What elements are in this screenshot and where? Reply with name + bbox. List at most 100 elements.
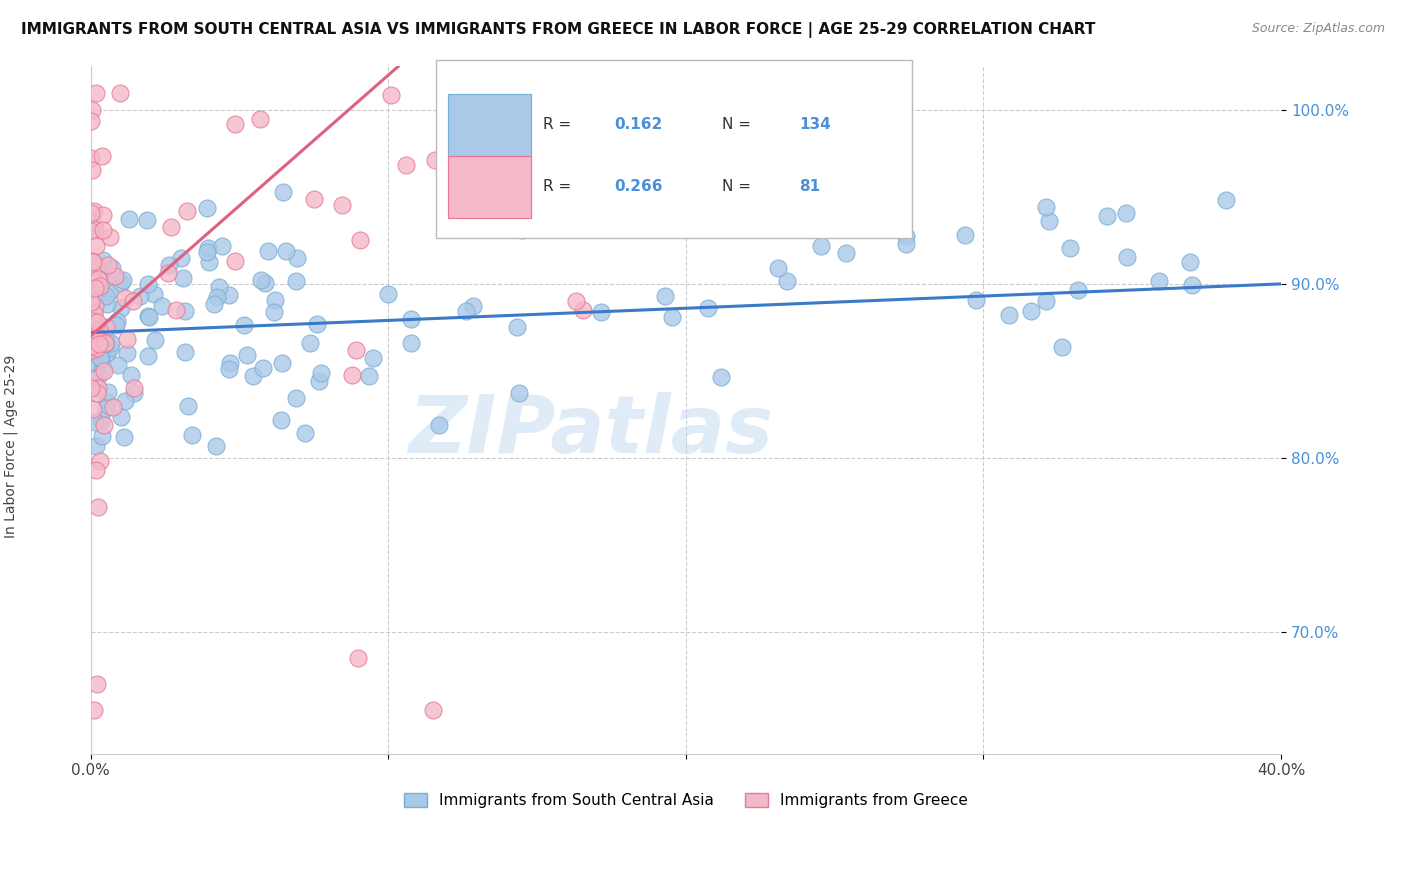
Point: [347, 651, 370, 665]
Point: [90, 363, 112, 377]
Point: [377, 286, 399, 301]
Point: [224, 118, 246, 132]
Point: [1215, 193, 1237, 207]
Point: [138, 310, 160, 325]
Point: [465, 153, 488, 167]
Point: [173, 344, 195, 359]
Point: [270, 413, 292, 427]
Point: [1019, 304, 1042, 318]
Point: [254, 276, 277, 290]
Point: [307, 317, 329, 331]
Point: [1115, 250, 1137, 264]
Point: [86, 341, 108, 355]
Point: [122, 386, 145, 401]
Point: [284, 391, 307, 405]
Point: [1149, 274, 1171, 288]
Point: [87, 381, 110, 395]
Point: [359, 369, 381, 384]
Point: [96, 297, 118, 311]
Point: [1178, 255, 1201, 269]
Point: [94, 336, 117, 351]
Point: [249, 112, 271, 126]
Point: [340, 368, 363, 383]
Point: [105, 318, 128, 333]
Point: [344, 343, 367, 357]
Point: [661, 310, 683, 324]
Point: [82, 255, 104, 269]
Point: [80, 343, 103, 357]
Point: [80, 224, 103, 238]
Point: [224, 254, 246, 268]
Point: [298, 336, 321, 351]
Point: [90, 413, 112, 427]
Point: [136, 349, 159, 363]
Text: 81: 81: [799, 179, 820, 194]
Point: [87, 272, 110, 286]
Text: Source: ZipAtlas.com: Source: ZipAtlas.com: [1251, 22, 1385, 36]
Point: [302, 192, 325, 206]
Point: [165, 303, 187, 318]
Point: [235, 348, 257, 362]
Point: [80, 294, 103, 309]
Point: [440, 221, 463, 235]
Point: [538, 191, 561, 205]
Point: [124, 381, 146, 395]
Point: [91, 223, 114, 237]
Point: [94, 272, 117, 286]
Point: [835, 245, 858, 260]
Point: [118, 212, 141, 227]
Point: [84, 281, 107, 295]
Point: [349, 233, 371, 247]
Point: [110, 86, 132, 100]
Point: [195, 201, 218, 215]
Point: [218, 356, 240, 370]
Point: [380, 88, 402, 103]
Point: [271, 185, 294, 199]
Point: [1115, 205, 1137, 219]
Point: [172, 271, 194, 285]
Point: [100, 336, 122, 351]
Point: [965, 293, 987, 308]
Point: [94, 401, 117, 415]
Point: [89, 454, 111, 468]
Point: [276, 244, 298, 259]
Point: [242, 368, 264, 383]
FancyBboxPatch shape: [436, 60, 912, 238]
Point: [84, 222, 107, 236]
Point: [91, 343, 114, 358]
Text: R =: R =: [543, 118, 571, 132]
Point: [80, 113, 103, 128]
Point: [427, 418, 450, 433]
Point: [697, 301, 720, 315]
Point: [90, 429, 112, 443]
Point: [197, 241, 219, 255]
Point: [157, 258, 180, 272]
Point: [94, 289, 117, 303]
Point: [205, 439, 228, 453]
Point: [264, 293, 287, 307]
Point: [84, 439, 107, 453]
Point: [91, 253, 114, 268]
Point: [330, 198, 353, 212]
Point: [128, 289, 150, 303]
Point: [110, 277, 132, 291]
Point: [97, 259, 120, 273]
Point: [86, 500, 108, 514]
Point: [89, 279, 111, 293]
Point: [101, 260, 124, 275]
Point: [488, 210, 510, 224]
Point: [510, 222, 533, 236]
Point: [157, 266, 180, 280]
Point: [143, 333, 166, 347]
FancyBboxPatch shape: [447, 94, 531, 156]
Point: [263, 305, 285, 319]
Point: [588, 86, 610, 100]
Point: [508, 386, 530, 401]
Point: [84, 463, 107, 477]
Point: [97, 385, 120, 400]
Point: [896, 237, 918, 252]
Point: [710, 370, 733, 384]
Point: [80, 316, 103, 330]
Point: [294, 425, 316, 440]
Point: [80, 298, 103, 312]
